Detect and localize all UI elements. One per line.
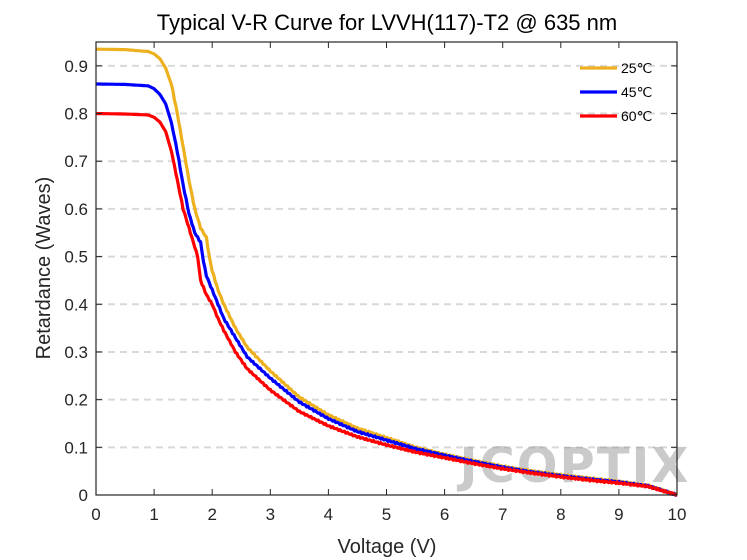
x-tick-label: 3 (266, 505, 275, 524)
y-tick-label: 0.3 (64, 343, 88, 362)
x-tick-label: 8 (556, 505, 565, 524)
x-tick-label: 1 (149, 505, 158, 524)
y-tick-label: 0 (79, 486, 88, 505)
plot-frame (95, 41, 678, 496)
x-tick-label: 7 (498, 505, 507, 524)
legend-label: 45℃ (621, 84, 652, 100)
grid-lines (96, 64, 677, 449)
y-tick-label: 0.8 (64, 105, 88, 124)
x-axis-title: Voltage (V) (338, 536, 437, 558)
chart-title: Typical V-R Curve for LVVH(117)-T2 @ 635… (157, 10, 617, 35)
axis-ticks: 0 0.1 0.2 0.3 0.4 0.5 0.6 0.7 0.8 0.9 0 1 2 3 4 5 6 7 8 9 10 (64, 42, 686, 524)
series-line-2 (95, 111, 678, 497)
y-tick-label: 0.2 (64, 391, 88, 410)
legend-label: 25℃ (621, 60, 652, 76)
legend-label: 60℃ (621, 108, 652, 124)
y-tick-label: 0.4 (64, 295, 88, 314)
x-tick-label: 2 (207, 505, 216, 524)
series-lines (95, 47, 679, 497)
y-tick-label: 0.5 (64, 248, 88, 267)
y-tick-label: 0.6 (64, 200, 88, 219)
x-tick-label: 5 (382, 505, 391, 524)
x-tick-label: 9 (614, 505, 623, 524)
y-tick-label: 0.1 (64, 438, 88, 457)
y-tick-label: 0.7 (64, 152, 88, 171)
y-axis-title: Retardance (Waves) (33, 177, 55, 360)
x-tick-label: 10 (668, 505, 687, 524)
x-tick-label: 6 (440, 505, 449, 524)
x-tick-label: 4 (324, 505, 333, 524)
legend: 25℃ 45℃ 60℃ (580, 60, 652, 124)
x-tick-label: 0 (91, 505, 100, 524)
y-tick-label: 0.9 (64, 57, 88, 76)
